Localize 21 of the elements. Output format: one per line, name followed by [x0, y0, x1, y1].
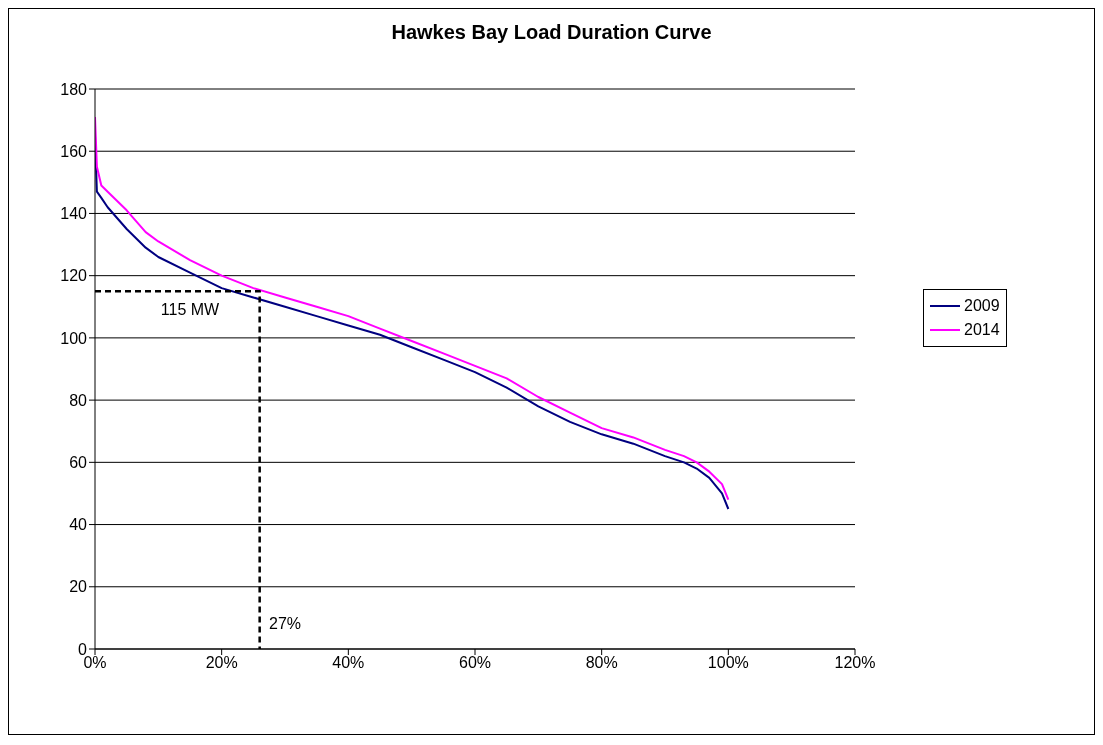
y-tick-label: 20 — [69, 578, 88, 596]
x-tick-label: 80% — [585, 654, 618, 672]
x-tick-label: 60% — [458, 654, 492, 672]
legend-label: 2014 — [964, 321, 1000, 339]
annotation: 115 MW — [160, 300, 220, 319]
x-tick-label: 100% — [707, 654, 749, 672]
x-tick-label: 0% — [83, 654, 107, 672]
y-tick-label: 100 — [60, 329, 88, 347]
y-tick-label: 140 — [60, 205, 88, 223]
annotation: 27% — [268, 615, 302, 634]
chart-title: Hawkes Bay Load Duration Curve — [390, 21, 713, 45]
legend-label: 2009 — [964, 297, 1000, 315]
y-tick-label: 40 — [69, 516, 88, 534]
y-tick-label: 120 — [60, 267, 88, 285]
x-tick-label: 120% — [834, 654, 876, 672]
y-tick-label: 160 — [60, 142, 88, 160]
x-tick-label: 40% — [332, 654, 365, 672]
y-tick-label: 60 — [69, 454, 88, 472]
y-tick-label: 80 — [69, 391, 88, 409]
x-tick-label: 20% — [205, 654, 238, 672]
y-tick-label: 180 — [60, 80, 88, 98]
